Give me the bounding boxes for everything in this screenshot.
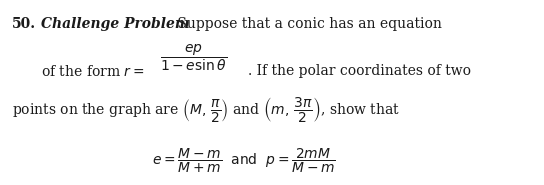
Text: Suppose that a conic has an equation: Suppose that a conic has an equation: [173, 17, 442, 31]
Text: of the form $r =$: of the form $r =$: [41, 64, 144, 79]
Text: Challenge Problem: Challenge Problem: [41, 17, 189, 31]
Text: points on the graph are $\left(M,\,\dfrac{\pi}{2}\right)$ and $\left(m,\,\dfrac{: points on the graph are $\left(M,\,\dfra…: [12, 95, 400, 124]
Text: . If the polar coordinates of two: . If the polar coordinates of two: [248, 64, 471, 78]
Text: 50.: 50.: [12, 17, 36, 31]
Text: $\dfrac{ep}{1-e\sin\theta}$: $\dfrac{ep}{1-e\sin\theta}$: [160, 42, 227, 73]
Text: $e = \dfrac{M-m}{M+m}$  and  $p = \dfrac{2mM}{M-m}$: $e = \dfrac{M-m}{M+m}$ and $p = \dfrac{2…: [152, 147, 336, 175]
